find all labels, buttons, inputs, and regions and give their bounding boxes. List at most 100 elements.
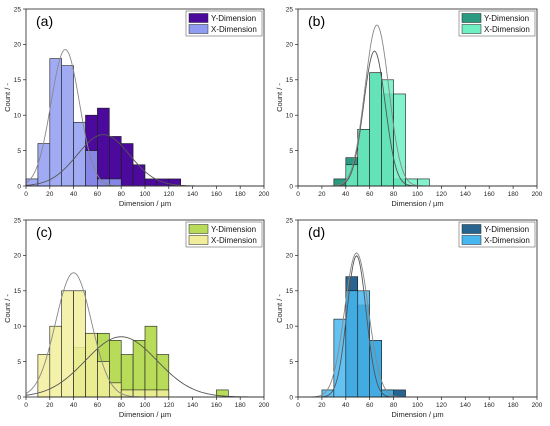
histogram-bar (144, 389, 158, 398)
x-axis-label: Dimension / µm (119, 199, 171, 208)
legend-swatch (188, 24, 209, 34)
panel-4: 0 20 40 60 80 100 120 140 160 180 200 0 5 10 15 20 25 Dim… (275, 217, 543, 419)
series-x-dimension (321, 290, 394, 398)
y-tick-label: 20 (286, 42, 294, 49)
y-tick-label: 5 (289, 359, 293, 366)
histogram-bar (417, 178, 430, 187)
panel-label: (c) (36, 224, 52, 240)
legend-entry: X-Dimension (211, 25, 257, 34)
x-tick-label: 0 (24, 191, 28, 198)
legend-entry: X-Dimension (211, 236, 257, 245)
histogram-bar (120, 143, 134, 187)
fit-curve-y-dimension (298, 50, 537, 187)
histogram-bar (156, 389, 170, 398)
series-y-dimension (85, 107, 182, 187)
y-tick-label: 25 (286, 6, 294, 13)
histogram-bar (132, 340, 146, 398)
y-tick-label: 0 (289, 394, 293, 401)
x-tick-label: 180 (235, 191, 246, 198)
panel-label: (d) (308, 224, 325, 240)
x-tick-label: 120 (436, 191, 447, 198)
histogram-bar (37, 143, 51, 187)
y-tick-label: 5 (17, 148, 21, 155)
legend: Y-Dimension X-Dimension (185, 221, 263, 248)
y-tick-label: 15 (286, 288, 294, 295)
histogram-bar (49, 325, 62, 398)
x-tick-label: 160 (211, 402, 222, 409)
x-tick-label: 200 (259, 191, 270, 198)
histogram-bar (369, 72, 382, 187)
x-tick-label: 0 (296, 191, 300, 198)
x-tick-label: 160 (211, 191, 222, 198)
x-tick-label: 80 (390, 191, 398, 198)
x-tick-label: 40 (70, 191, 78, 198)
x-tick-label: 100 (140, 402, 151, 409)
x-tick-label: 140 (460, 402, 471, 409)
x-tick-label: 140 (187, 191, 198, 198)
series-x-dimension (345, 72, 430, 187)
legend-swatch (188, 13, 209, 23)
legend-entry: Y-Dimension (211, 14, 256, 23)
x-tick-label: 100 (412, 191, 423, 198)
x-tick-label: 180 (508, 402, 519, 409)
y-tick-label: 10 (286, 113, 294, 120)
panel-label: (b) (308, 13, 325, 29)
y-tick-label: 20 (14, 253, 22, 260)
legend-entry: X-Dimension (484, 25, 530, 34)
histogram-bar (144, 178, 158, 187)
x-tick-label: 120 (163, 191, 174, 198)
x-tick-label: 40 (342, 402, 350, 409)
legend-swatch (461, 13, 482, 23)
x-axis-label: Dimension / µm (391, 410, 443, 419)
x-tick-label: 20 (46, 402, 54, 409)
legend-entry: Y-Dimension (484, 14, 529, 23)
series-x-dimension (37, 290, 170, 398)
y-tick-label: 25 (286, 217, 294, 224)
histogram-bar (369, 340, 382, 398)
legend-entry: X-Dimension (484, 236, 530, 245)
y-tick-label: 15 (286, 77, 294, 84)
x-tick-label: 60 (94, 191, 102, 198)
legend-swatch (461, 24, 482, 34)
x-tick-label: 200 (532, 191, 543, 198)
x-tick-label: 140 (187, 402, 198, 409)
x-tick-label: 20 (318, 191, 326, 198)
histogram-bar (144, 325, 158, 398)
x-axis-label: Dimension / µm (119, 410, 171, 419)
y-tick-label: 0 (289, 183, 293, 190)
fit-curve-x-dimension (298, 24, 537, 187)
histogram-bar (73, 121, 86, 187)
legend: Y-Dimension X-Dimension (185, 10, 263, 37)
x-tick-label: 160 (484, 191, 495, 198)
legend: Y-Dimension X-Dimension (458, 221, 536, 248)
x-tick-label: 80 (118, 191, 126, 198)
histogram-bar (97, 107, 110, 187)
y-tick-label: 10 (14, 113, 22, 120)
legend-swatch (461, 235, 482, 245)
histogram-bar (357, 129, 370, 187)
y-tick-label: 5 (17, 359, 21, 366)
histogram-bar (109, 382, 122, 398)
x-tick-label: 60 (94, 402, 102, 409)
x-tick-label: 20 (46, 191, 54, 198)
histogram-bar (132, 389, 146, 398)
panel-2: 0 20 40 60 80 100 120 140 160 180 200 0 5 10 15 20 25 Dim… (275, 6, 543, 208)
y-tick-label: 20 (286, 253, 294, 260)
legend-swatch (188, 224, 209, 234)
legend-entry: Y-Dimension (211, 225, 256, 234)
x-tick-label: 100 (412, 402, 423, 409)
y-tick-label: 15 (14, 288, 22, 295)
x-tick-label: 20 (318, 402, 326, 409)
y-tick-label: 0 (17, 394, 21, 401)
x-tick-label: 0 (296, 402, 300, 409)
x-tick-label: 140 (460, 191, 471, 198)
x-tick-label: 40 (342, 191, 350, 198)
x-tick-label: 180 (508, 191, 519, 198)
x-tick-label: 200 (259, 402, 270, 409)
panel-label: (a) (36, 13, 53, 29)
x-tick-label: 0 (24, 402, 28, 409)
y-tick-label: 10 (14, 324, 22, 331)
x-tick-label: 120 (163, 402, 174, 409)
y-tick-label: 15 (14, 77, 22, 84)
